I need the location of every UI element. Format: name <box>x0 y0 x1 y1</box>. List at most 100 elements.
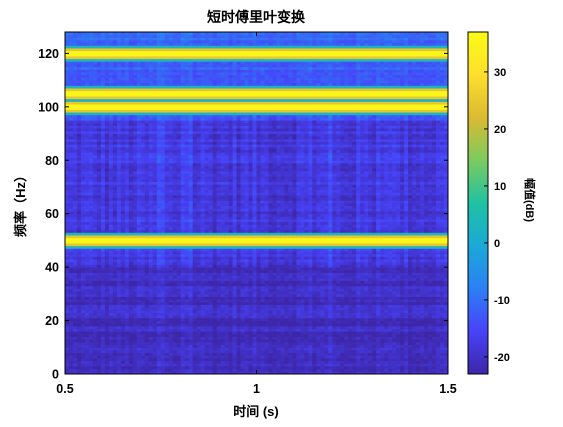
heatmap-cell <box>216 291 221 295</box>
heatmap-cell <box>220 277 225 281</box>
heatmap-cell <box>356 304 361 308</box>
heatmap-cell <box>180 245 186 249</box>
heatmap-cell <box>184 328 190 332</box>
heatmap-cell <box>240 253 245 257</box>
heatmap-cell <box>212 315 217 319</box>
heatmap-cell <box>412 235 417 239</box>
heatmap-cell <box>152 355 158 359</box>
heatmap-cell <box>140 363 146 367</box>
heatmap-cell <box>340 339 345 343</box>
heatmap-cell <box>360 256 365 260</box>
heatmap-cell <box>84 331 90 335</box>
heatmap-cell <box>364 339 369 343</box>
heatmap-cell <box>336 280 341 284</box>
heatmap-cell <box>120 259 126 263</box>
heatmap-cell <box>276 245 281 249</box>
heatmap-cell <box>272 371 277 374</box>
heatmap-cell <box>200 237 206 241</box>
heatmap-cell <box>432 341 437 346</box>
heatmap-cell <box>224 267 229 271</box>
heatmap-cell <box>120 245 126 249</box>
heatmap-cell <box>232 277 237 281</box>
heatmap-cell <box>164 251 170 255</box>
heatmap-cell <box>424 296 429 300</box>
heatmap-cell <box>344 283 349 287</box>
heatmap-cell <box>344 267 349 271</box>
heatmap-cell <box>240 272 245 276</box>
heatmap-cell <box>264 304 269 308</box>
heatmap-cell <box>324 269 329 273</box>
heatmap-cell <box>104 283 110 287</box>
heatmap-cell <box>100 325 106 329</box>
heatmap-cell <box>104 272 110 276</box>
heatmap-cell <box>72 296 78 300</box>
heatmap-cell <box>324 347 329 351</box>
heatmap-cell <box>384 243 389 247</box>
heatmap-cell <box>420 347 425 351</box>
heatmap-cell <box>240 341 245 346</box>
heatmap-cell <box>184 277 190 281</box>
heatmap-cell <box>356 240 361 244</box>
heatmap-cell <box>348 243 353 247</box>
heatmap-cell <box>328 349 333 354</box>
heatmap-cell <box>128 344 134 348</box>
heatmap-cell <box>272 347 277 351</box>
heatmap-cell <box>272 261 277 265</box>
heatmap-cell <box>308 264 313 268</box>
heatmap-cell <box>436 357 441 362</box>
heatmap-cell <box>412 309 417 313</box>
heatmap-cell <box>140 355 146 359</box>
heatmap-cell <box>344 296 349 300</box>
heatmap-cell <box>408 293 413 297</box>
heatmap-cell <box>328 272 333 276</box>
heatmap-cell <box>360 264 365 268</box>
heatmap-cell <box>236 243 241 247</box>
heatmap-cell <box>164 275 170 279</box>
heatmap-cell <box>384 267 389 271</box>
heatmap-cell <box>332 349 337 354</box>
heatmap-cell <box>252 349 257 354</box>
heatmap-cell <box>68 336 74 340</box>
heatmap-cell <box>420 243 425 247</box>
heatmap-cell <box>76 291 82 295</box>
heatmap-cell <box>300 256 305 260</box>
heatmap-cell <box>65 299 70 303</box>
heatmap-cell <box>320 235 325 239</box>
heatmap-cell <box>396 344 401 348</box>
heatmap-cell <box>72 264 78 268</box>
heatmap-cell <box>280 333 285 337</box>
heatmap-cell <box>268 256 273 260</box>
heatmap-cell <box>276 344 281 348</box>
heatmap-cell <box>332 307 337 311</box>
heatmap-cell <box>312 277 317 281</box>
heatmap-cell <box>120 288 126 292</box>
heatmap-cell <box>152 341 158 346</box>
heatmap-cell <box>152 277 158 281</box>
heatmap-cell <box>232 357 237 362</box>
heatmap-cell <box>312 341 317 346</box>
heatmap-cell <box>124 325 130 329</box>
heatmap-cell <box>220 301 225 305</box>
heatmap-cell <box>372 315 377 319</box>
heatmap-cell <box>176 267 182 271</box>
heatmap-cell <box>204 312 210 316</box>
heatmap-cell <box>404 285 409 289</box>
heatmap-cell <box>308 309 313 313</box>
heatmap-cell <box>412 275 417 279</box>
heatmap-cell <box>88 293 94 297</box>
heatmap-cell <box>65 275 70 279</box>
heatmap-cell <box>72 243 78 247</box>
heatmap-cell <box>440 237 445 241</box>
heatmap-cell <box>144 261 150 265</box>
heatmap-cell <box>132 349 138 354</box>
heatmap-cell <box>84 315 90 319</box>
heatmap-cell <box>220 253 225 257</box>
heatmap-cell <box>72 288 78 292</box>
heatmap-cell <box>132 323 138 327</box>
heatmap-cell <box>340 285 345 289</box>
heatmap-cell <box>260 301 265 305</box>
heatmap-cell <box>396 309 401 313</box>
heatmap-cell <box>304 267 309 271</box>
heatmap-cell <box>332 240 337 244</box>
heatmap-cell <box>116 315 122 319</box>
